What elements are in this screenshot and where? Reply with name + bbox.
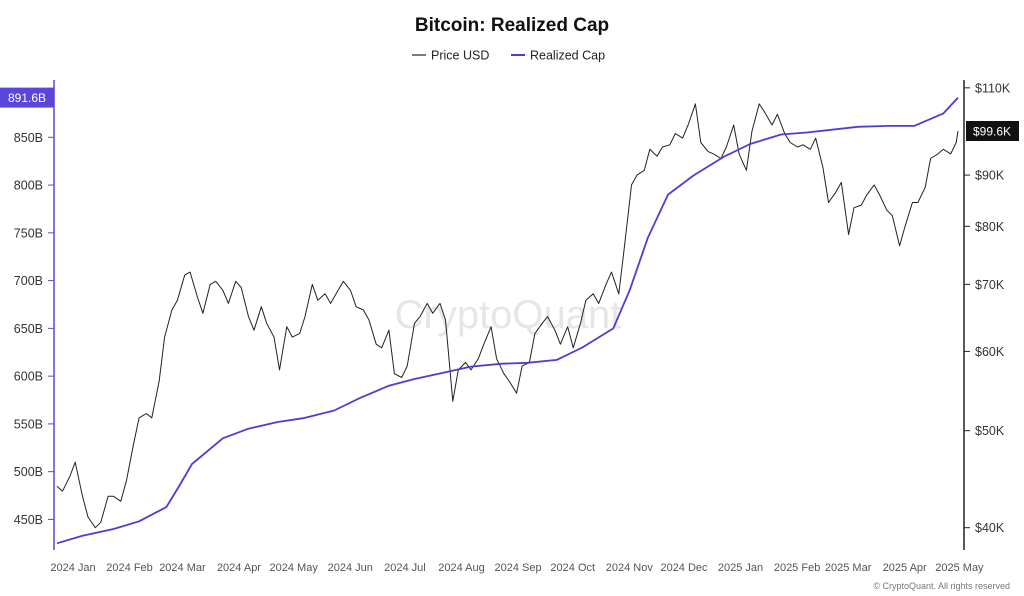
right-tick-label: $110K [975,81,1011,95]
x-tick-label: 2024 May [270,562,319,574]
current-price-badge: $99.6K [966,121,1019,141]
right-tick-label: $40K [975,521,1005,535]
right-tick-label: $50K [975,424,1005,438]
right-tick-label: $70K [975,278,1005,292]
x-tick-label: 2024 Jul [384,562,426,574]
left-tick-label: 850B [14,131,43,145]
x-tick-label: 2024 Mar [159,562,206,574]
left-tick-label: 600B [14,370,43,384]
x-tick-label: 2024 Aug [438,562,485,574]
x-tick-label: 2024 Jun [328,562,373,574]
price-badge-label: $99.6K [973,125,1011,139]
watermark: CryptoQuant [395,293,622,337]
left-tick-label: 500B [14,465,43,479]
x-tick-label: 2025 Feb [774,562,820,574]
chart-title: Bitcoin: Realized Cap [415,15,609,36]
right-axis-ticks: $40K $50K $60K $70K $80K $90K $110K [964,81,1011,535]
x-tick-label: 2025 May [935,562,984,574]
realized-cap-badge-background [0,87,54,108]
x-tick-label: 2025 Jan [718,562,763,574]
x-tick-label: 2024 Oct [550,562,595,574]
x-tick-label: 2024 Nov [606,562,654,574]
price-badge-background [966,121,1019,141]
left-tick-label: 750B [14,226,43,240]
series-line-price [56,103,959,529]
left-tick-label: 450B [14,513,43,527]
x-tick-label: 2024 Sep [494,562,541,574]
x-tick-label: 2025 Apr [883,562,927,574]
left-tick-label: 700B [14,274,43,288]
right-tick-label: $90K [975,169,1005,183]
left-tick-label: 550B [14,417,43,431]
x-tick-label: 2024 Dec [660,562,708,574]
legend-label-realized-cap[interactable]: Realized Cap [530,49,605,63]
left-tick-label: 650B [14,322,43,336]
right-tick-label: $60K [975,345,1005,359]
legend: Price USD Realized Cap [412,49,605,63]
x-tick-label: 2024 Feb [106,562,152,574]
legend-label-price[interactable]: Price USD [431,49,489,63]
x-axis-ticks: 2024 Jan 2024 Feb 2024 Mar 2024 Apr 2024 May… [50,562,984,574]
x-tick-label: 2025 Mar [825,562,872,574]
copyright-footer: © CryptoQuant. All rights reserved [873,581,1010,591]
left-axis-ticks: 450B 500B 550B 600B 650B 700B 750B 800B 850B [14,131,54,527]
realized-cap-badge-label: 891.6B [8,91,46,105]
x-tick-label: 2024 Jan [50,562,95,574]
x-tick-label: 2024 Apr [217,562,261,574]
series-line-realized-cap [56,96,959,545]
current-realized-cap-badge: 891.6B [0,87,54,108]
right-tick-label: $80K [975,220,1005,234]
left-tick-label: 800B [14,179,43,193]
